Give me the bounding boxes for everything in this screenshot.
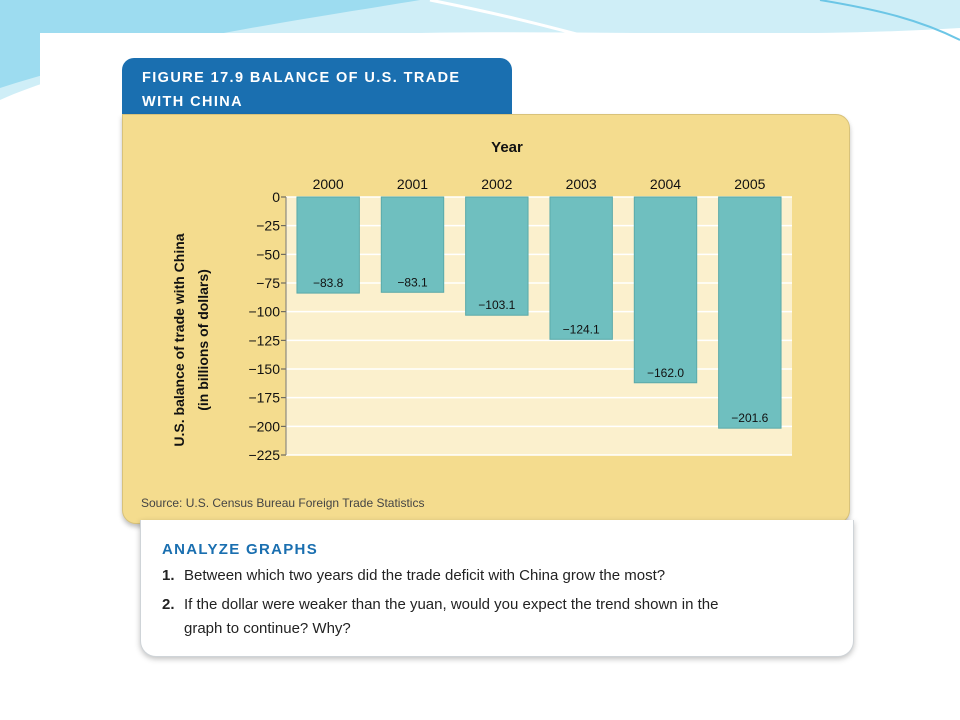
question-2-text: If the dollar were weaker than the yuan,… <box>184 596 719 613</box>
x-category-label: 2001 <box>397 176 428 192</box>
bar-2004 <box>633 196 698 384</box>
x-category-label: 2004 <box>650 176 681 192</box>
bar-2002 <box>465 196 529 316</box>
bar-2000 <box>296 196 360 294</box>
y-tick-label: −150 <box>248 361 280 377</box>
y-axis-ticks: 0 −25 −50 −75 −100 −125 −150 −175 −200 −225 <box>248 189 287 463</box>
y-tick-label: −75 <box>256 275 280 291</box>
question-1-number: 1. <box>162 567 175 584</box>
bar-value-label: −83.8 <box>313 276 344 290</box>
y-tick-label: −125 <box>248 332 280 348</box>
analyze-graphs-box <box>140 520 854 657</box>
y-tick-label: −50 <box>256 246 280 262</box>
x-category-label: 2000 <box>313 176 344 192</box>
question-2-text-continued: graph to continue? Why? <box>184 620 351 637</box>
bars <box>296 196 782 429</box>
plot-area <box>286 197 792 455</box>
figure-title: FIGURE 17.9 BALANCE OF U.S. TRADE <box>142 70 461 86</box>
bar-2003 <box>549 196 613 340</box>
top-swoosh-accent <box>0 0 420 88</box>
y-axis-title: U.S. balance of trade with China <box>171 233 187 446</box>
y-tick-label: −200 <box>248 418 280 434</box>
bar-value-label: −103.1 <box>478 298 515 312</box>
gridlines <box>286 196 792 456</box>
y-tick-label: −25 <box>256 218 280 234</box>
question-2-number: 2. <box>162 596 175 613</box>
balance-of-trade-chart: 0−25−50−75−100−125−150−175−200−225 2000 2… <box>171 139 792 463</box>
x-category-label: 2005 <box>734 176 765 192</box>
bar-value-labels: −83.8 −83.1 −103.1 −124.1 −162.0 −201.6 <box>313 275 769 425</box>
bar-value-label: −201.6 <box>731 411 768 425</box>
bar-value-label: −124.1 <box>563 322 600 336</box>
y-tick-label: −175 <box>248 390 280 406</box>
figure-title-continued: WITH CHINA <box>142 94 243 110</box>
question-1-text: Between which two years did the trade de… <box>184 567 666 584</box>
y-tick-label: 0 <box>272 189 280 205</box>
analyze-heading: ANALYZE GRAPHS <box>162 541 318 558</box>
x-axis-title: Year <box>491 139 523 156</box>
x-category-label: 2002 <box>481 176 512 192</box>
bar-2005 <box>718 196 782 429</box>
y-tick-label: −100 <box>248 304 280 320</box>
top-right-swoosh <box>819 0 960 41</box>
x-category-label: 2003 <box>566 176 597 192</box>
bar-value-label: −83.1 <box>397 275 428 289</box>
y-axis-unit: (in billions of dollars) <box>195 269 211 411</box>
source-note: Source: U.S. Census Bureau Foreign Trade… <box>141 496 425 510</box>
bar-value-label: −162.0 <box>647 366 684 380</box>
bar-2001 <box>380 196 445 293</box>
x-axis-categories: 2000 2001 2002 2003 2004 2005 <box>313 176 766 192</box>
y-tick-label: −225 <box>248 447 280 463</box>
